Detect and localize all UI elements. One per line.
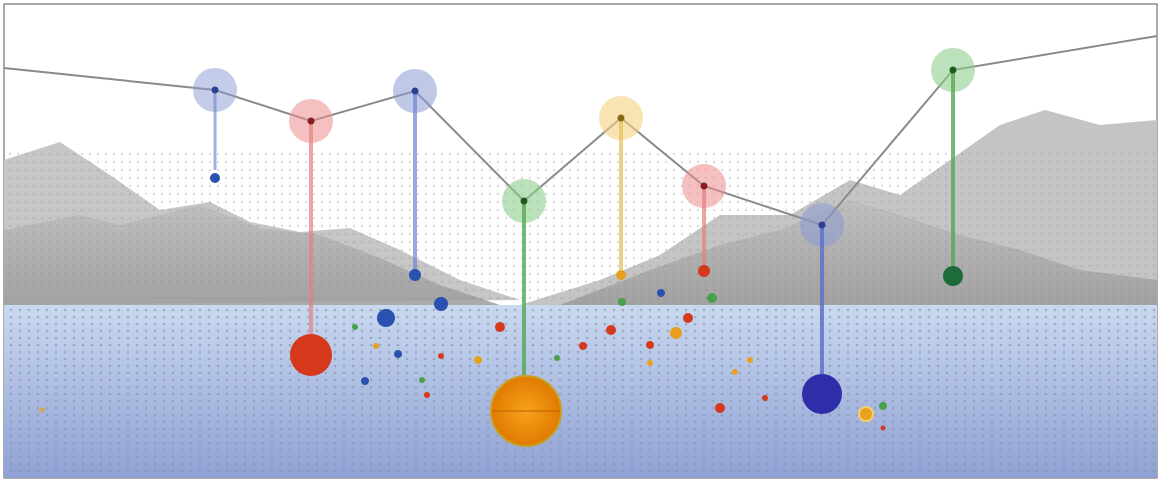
pin — [800, 203, 844, 414]
pin — [289, 99, 333, 376]
pin — [193, 68, 237, 183]
pin — [682, 164, 726, 277]
mountains — [4, 110, 1157, 305]
connecting-line — [3, 35, 1158, 227]
pin — [393, 69, 437, 281]
pin — [931, 48, 975, 286]
pin — [490, 179, 562, 447]
pins — [193, 48, 975, 447]
pin — [599, 96, 643, 280]
scattered-dots — [39, 289, 887, 431]
water — [4, 305, 1157, 478]
